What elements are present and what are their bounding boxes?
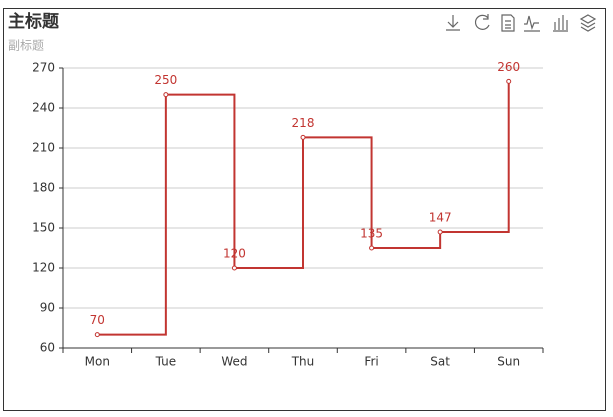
value-label: 260	[497, 60, 520, 74]
y-tick-label: 90	[40, 301, 55, 315]
chart-title: 主标题	[8, 11, 60, 32]
point	[437, 229, 443, 235]
y-tick-label: 240	[32, 101, 55, 115]
point	[300, 134, 306, 140]
x-tick-label: Sat	[430, 355, 450, 369]
line-icon[interactable]	[524, 15, 540, 32]
data-view-icon[interactable]	[501, 14, 515, 32]
x-tick-label: Fri	[364, 355, 378, 369]
y-tick-label: 210	[32, 141, 55, 155]
value-label: 135	[360, 227, 383, 241]
y-tick-label: 60	[40, 341, 55, 355]
x-tick-label: Mon	[85, 355, 110, 369]
value-label: 120	[223, 247, 246, 261]
point	[369, 245, 375, 251]
value-label: 250	[154, 73, 177, 87]
y-tick-label: 120	[32, 261, 55, 275]
chart-subtitle: 副标题	[8, 39, 44, 53]
y-tick-label: 150	[32, 221, 55, 235]
y-tick-label: 180	[32, 181, 55, 195]
x-tick-label: Tue	[155, 355, 177, 369]
point	[163, 92, 169, 98]
restore-icon[interactable]	[474, 14, 490, 30]
x-tick-label: Thu	[291, 355, 315, 369]
point	[94, 332, 100, 338]
value-label: 70	[90, 313, 105, 327]
bar-icon[interactable]	[553, 15, 568, 32]
y-tick-label: 270	[32, 61, 55, 75]
save-icon[interactable]	[446, 15, 460, 31]
value-label: 147	[429, 211, 452, 225]
frame	[3, 8, 606, 411]
value-label: 218	[292, 116, 315, 130]
toolbox[interactable]	[446, 14, 597, 32]
x-tick-label: Sun	[497, 355, 520, 369]
x-tick-label: Wed	[221, 355, 247, 369]
stack-icon[interactable]	[579, 14, 597, 32]
point	[506, 78, 512, 84]
point	[231, 265, 237, 271]
